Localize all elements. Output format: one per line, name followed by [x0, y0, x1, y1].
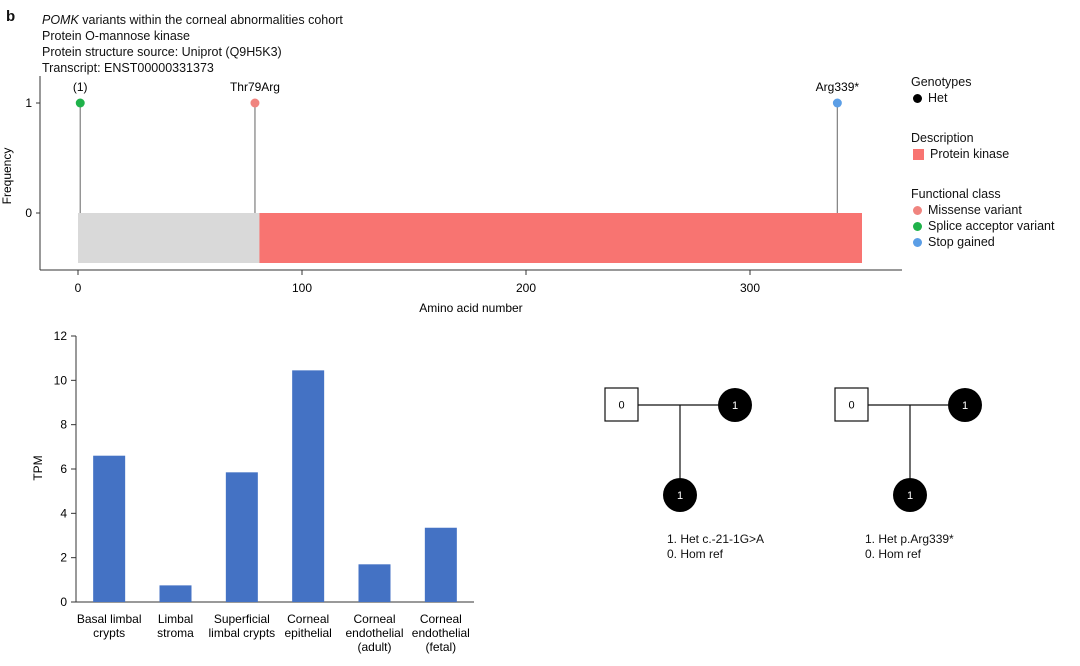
y-tick-label: 10 — [54, 373, 68, 387]
pedigree-2-legend: 1. Het p.Arg339* 0. Hom ref — [865, 532, 954, 562]
father-genotype-label: 0 — [618, 400, 624, 412]
mother-genotype-label: 1 — [732, 400, 738, 412]
bar — [93, 455, 126, 602]
splice-acceptor-dot-icon — [913, 221, 922, 231]
pedigree-1-legend: 1. Het c.-21-1G>A 0. Hom ref — [667, 532, 764, 562]
category-label: Corneal endothelial (adult) — [345, 612, 403, 654]
y-tick-label: 8 — [60, 418, 67, 432]
legend-description: Description Protein kinase — [911, 130, 1009, 162]
variant-point — [832, 98, 842, 108]
category-label: Basal limbal crypts — [77, 612, 142, 640]
x-tick-label: 200 — [516, 281, 536, 295]
category-label: Superficial limbal crypts — [208, 612, 275, 640]
figure-title: POMK variants within the corneal abnorma… — [42, 13, 343, 27]
protein-name: Protein O-mannose kinase — [42, 29, 190, 43]
legend-genotypes-title: Genotypes — [911, 75, 972, 89]
y-tick-label: 0 — [25, 206, 32, 220]
pedigree-1-legend-line-1: 1. Het c.-21-1G>A — [667, 532, 765, 546]
y-tick-label: 4 — [60, 506, 67, 520]
legend-label: Missense variant — [928, 203, 1022, 217]
variant-label: (1) — [73, 80, 88, 94]
child-circle-icon — [663, 478, 697, 512]
mother-circle-icon — [718, 388, 752, 422]
legend-functional-title: Functional class — [911, 187, 1001, 201]
child-circle-icon — [893, 478, 927, 512]
pedigree-1-legend-line-2: 0. Hom ref — [667, 547, 724, 561]
legend-label: Splice acceptor variant — [928, 219, 1055, 233]
legend-label: Het — [928, 91, 948, 105]
domain-protein-kinase — [259, 213, 862, 263]
tpm-bar-chart: 0 2 4 6 8 10 12 TPM Basal limbal crypts Limbal str… — [31, 329, 474, 654]
legend-label: Stop gained — [928, 235, 995, 249]
father-square-icon — [604, 387, 639, 422]
legend-functional-class: Functional class Missense variant Splice… — [911, 186, 1054, 250]
child-genotype-label: 1 — [907, 490, 913, 502]
bar — [292, 370, 325, 602]
legend-genotypes: Genotypes Het — [911, 74, 971, 106]
legend-description-title: Description — [911, 131, 974, 145]
y-axis-label: Frequency — [0, 148, 14, 205]
pedigree-1: 0 1 1 — [604, 387, 752, 512]
legend-item-splice-acceptor: Splice acceptor variant — [913, 218, 1054, 234]
pedigree-diagrams: 0 1 1 0 1 1 — [604, 387, 982, 512]
pedigree-2: 0 1 1 — [834, 387, 982, 512]
transcript-id: Transcript: ENST00000331373 — [42, 61, 214, 75]
x-tick-label: 300 — [740, 281, 760, 295]
panel-label: b — [6, 8, 16, 25]
legend-label: Protein kinase — [930, 147, 1010, 161]
lollipop-chart: 0 1 0 100 200 300 Amino acid number Frequency (… — [0, 76, 902, 315]
mother-genotype-label: 1 — [962, 400, 968, 412]
y-tick-label: 6 — [60, 462, 67, 476]
variant-point — [250, 98, 260, 108]
missense-dot-icon — [913, 205, 922, 215]
x-tick-label: 100 — [292, 281, 312, 295]
father-genotype-label: 0 — [848, 400, 854, 412]
stop-gained-dot-icon — [913, 237, 922, 247]
bar — [358, 564, 391, 602]
father-square-icon — [834, 387, 869, 422]
variant-label: Thr79Arg — [230, 80, 280, 94]
y-tick-label: 1 — [25, 96, 32, 110]
category-label: Limbal stroma — [157, 612, 194, 640]
bar — [159, 585, 192, 602]
mother-circle-icon — [948, 388, 982, 422]
y-tick-label: 12 — [54, 329, 68, 343]
bar — [225, 472, 258, 602]
variant-point — [75, 98, 85, 108]
child-genotype-label: 1 — [677, 490, 683, 502]
y-tick-label: 2 — [60, 551, 67, 565]
het-dot-icon — [913, 93, 922, 103]
x-axis-label: Amino acid number — [419, 301, 522, 315]
pedigree-2-legend-line-2: 0. Hom ref — [865, 547, 922, 561]
legend-item-het: Het — [913, 90, 971, 106]
legend-item-stop-gained: Stop gained — [913, 234, 1054, 250]
variant-label: Arg339* — [816, 80, 860, 94]
y-tick-label: 0 — [60, 595, 67, 609]
y-axis-label: TPM — [31, 455, 45, 480]
structure-source: Protein structure source: Uniprot (Q9H5K… — [42, 45, 282, 59]
pedigree-2-legend-line-1: 1. Het p.Arg339* — [865, 532, 954, 546]
x-tick-label: 0 — [75, 281, 82, 295]
category-label: Corneal epithelial — [284, 612, 331, 640]
legend-item-protein-kinase: Protein kinase — [913, 146, 1009, 162]
category-label: Corneal endothelial (fetal) — [412, 612, 470, 654]
legend-item-missense: Missense variant — [913, 202, 1054, 218]
bar — [424, 527, 457, 602]
protein-kinase-swatch-icon — [913, 148, 924, 160]
